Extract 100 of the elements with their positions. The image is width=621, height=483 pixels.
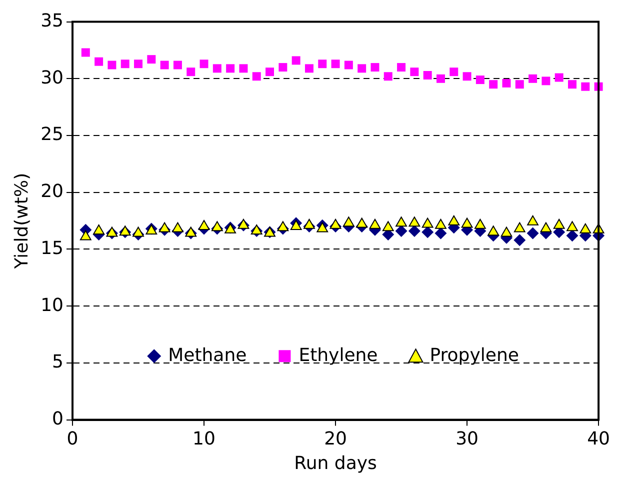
point: [238, 218, 250, 229]
point: [408, 216, 420, 227]
point: [397, 63, 406, 72]
point: [186, 68, 196, 76]
point: [358, 64, 366, 73]
point: [527, 215, 538, 226]
y-tick-label: 30: [40, 67, 64, 88]
point: [461, 218, 473, 228]
point: [526, 227, 539, 240]
y-axis-title: Yield(wt%): [11, 172, 32, 270]
point: [542, 76, 550, 86]
legend-label: Propylene: [430, 344, 519, 366]
point: [462, 72, 472, 81]
y-tick-label: 15: [40, 238, 64, 259]
point: [396, 216, 407, 227]
point: [80, 230, 92, 240]
point: [331, 60, 340, 68]
point: [304, 218, 315, 229]
point: [369, 218, 381, 229]
legend-label: Methane: [168, 344, 247, 366]
point: [436, 74, 445, 83]
point: [200, 60, 208, 68]
point: [252, 72, 261, 81]
point: [382, 221, 394, 232]
point: [185, 226, 197, 237]
point: [384, 72, 392, 81]
point: [226, 64, 235, 73]
y-tick-label: 25: [40, 124, 64, 146]
point: [81, 48, 90, 57]
point: [356, 218, 368, 228]
point: [553, 218, 565, 229]
x-tick-label: 20: [324, 428, 347, 450]
point: [448, 215, 460, 226]
point: [106, 226, 118, 237]
x-axis-title: Run days: [294, 452, 377, 474]
point: [500, 226, 512, 237]
point: [108, 60, 116, 70]
point: [528, 74, 538, 83]
point: [422, 226, 434, 238]
point: [318, 60, 327, 68]
point: [134, 60, 143, 68]
point: [581, 82, 590, 91]
point: [239, 64, 248, 73]
y-tick-label: 20: [40, 181, 64, 202]
point: [423, 71, 432, 80]
point: [580, 223, 592, 234]
y-tick-label: 35: [40, 10, 64, 32]
point: [410, 68, 419, 76]
x-tick-label: 0: [66, 428, 78, 450]
point: [568, 80, 576, 89]
point: [566, 230, 578, 242]
point: [132, 226, 144, 237]
point: [330, 218, 342, 229]
point: [266, 68, 274, 76]
y-tick-label: 10: [40, 294, 64, 316]
y-tick-label: 0: [52, 408, 64, 430]
point: [119, 226, 131, 236]
point: [304, 64, 314, 73]
point: [292, 56, 300, 65]
point: [278, 63, 288, 72]
point: [94, 57, 104, 66]
y-tick-label: 5: [52, 352, 64, 373]
x-tick-label: 40: [587, 428, 610, 450]
point: [290, 220, 302, 230]
point: [120, 60, 130, 68]
point: [370, 63, 380, 72]
point: [147, 55, 156, 64]
point: [277, 221, 289, 232]
point: [474, 218, 486, 229]
point: [173, 60, 182, 70]
point: [514, 234, 526, 246]
point: [422, 218, 434, 228]
point: [408, 225, 420, 238]
point: [316, 222, 328, 232]
point: [434, 227, 447, 240]
point: [476, 76, 484, 84]
point: [395, 225, 408, 238]
point: [566, 221, 578, 232]
point: [344, 60, 353, 70]
x-tick-label: 10: [192, 428, 216, 450]
legend-label: Ethylene: [298, 344, 378, 366]
point: [502, 78, 511, 88]
point: [250, 224, 262, 235]
x-tick-label: 30: [456, 428, 478, 450]
point: [158, 222, 170, 232]
point: [211, 221, 223, 232]
point: [212, 64, 222, 73]
point: [198, 220, 210, 230]
point: [554, 73, 564, 82]
point: [93, 224, 105, 235]
point: [172, 222, 184, 232]
point: [488, 226, 500, 236]
point: [515, 80, 524, 89]
point: [450, 68, 458, 76]
point: [540, 222, 552, 232]
point: [160, 60, 169, 70]
point: [435, 218, 446, 229]
point: [514, 222, 526, 232]
point: [342, 216, 354, 227]
point: [489, 80, 498, 89]
